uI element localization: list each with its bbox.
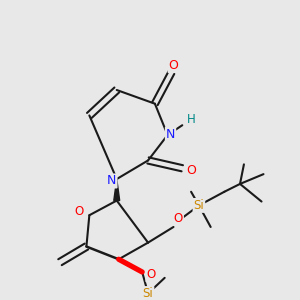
- Text: O: O: [74, 205, 83, 218]
- Text: H: H: [187, 113, 196, 126]
- Text: O: O: [186, 164, 196, 177]
- Text: O: O: [169, 59, 178, 72]
- Polygon shape: [114, 179, 120, 201]
- Text: O: O: [174, 212, 183, 225]
- Text: O: O: [146, 268, 156, 281]
- Text: N: N: [107, 175, 116, 188]
- Text: Si: Si: [143, 287, 153, 300]
- Text: N: N: [166, 128, 175, 140]
- Text: Si: Si: [194, 199, 204, 212]
